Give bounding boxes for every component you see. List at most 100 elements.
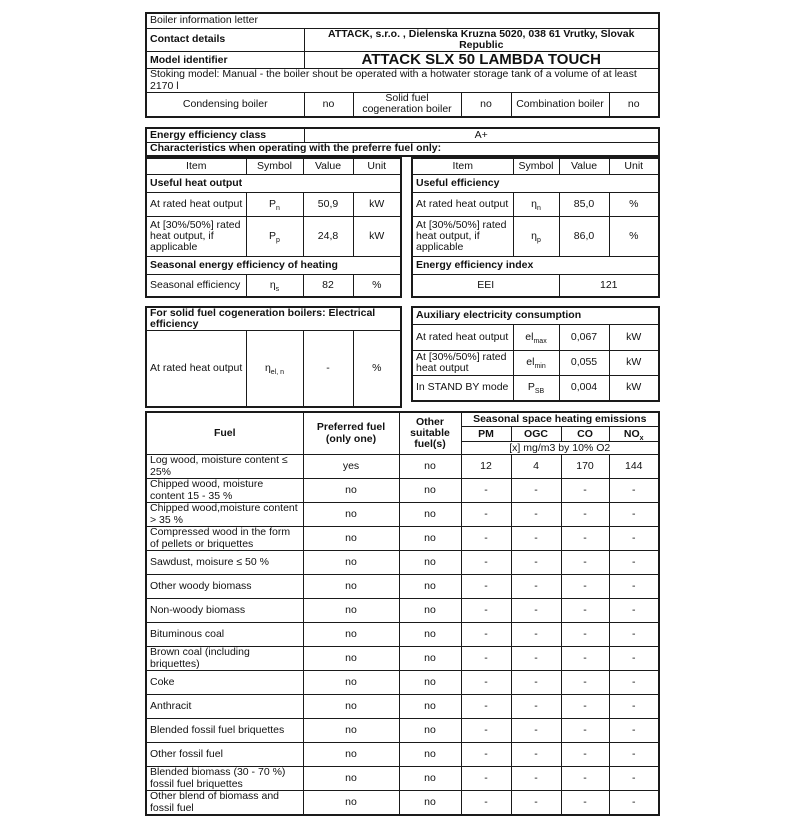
fuel-cell-ogc: - [510,622,562,648]
fuel-cell-pm: - [460,478,512,504]
top-info-table: Boiler information letter Contact detail… [145,12,660,118]
eei-label: EEI [411,274,560,298]
fuel-cell-other: no [398,790,462,816]
fuel-table: Fuel Preferred fuel (only one) Other sui… [145,410,661,816]
fuel-cell-ogc: - [510,574,562,600]
combination-boiler-label: Combination boiler [510,91,610,118]
section-title-auxiliary: Auxiliary electricity consumption [411,306,660,326]
col-header-symbol: Symbol [245,157,304,176]
col-header-unit: Unit [608,157,660,176]
row-symbol: PSB [512,375,560,402]
fuel-cell-ogc: - [510,694,562,720]
row-item: At [30%/50%] rated heat output, if appli… [145,216,247,258]
section-title-electrical: For solid fuel cogeneration boilers: Ele… [145,306,402,332]
section-title-seasonal: Seasonal energy efficiency of heating [145,256,402,276]
fuel-cell-pm: 12 [460,454,512,480]
fuel-cell-nox: - [608,742,660,768]
fuel-col-header: Fuel [145,411,304,456]
fuel-cell-ogc: - [510,742,562,768]
col-header-unit: Unit [352,157,402,176]
energy-efficiency-class-label: Energy efficiency class [145,127,305,144]
preferred-fuel-col-header: Preferred fuel (only one) [302,411,400,456]
fuel-cell-preferred: no [302,646,400,672]
fuel-row: Sawdust, moisure ≤ 50 % no no - - - - [145,550,660,576]
fuel-cell-preferred: no [302,598,400,624]
row-value: 0,055 [558,350,610,377]
fuel-cell-fuel: Anthracit [145,694,304,720]
fuel-cell-pm: - [460,766,512,792]
fuel-cell-nox: - [608,718,660,744]
fuel-row: Compressed wood in the form of pellets o… [145,526,660,552]
row-unit: kW [608,375,660,402]
fuel-cell-ogc: - [510,598,562,624]
section-title-useful-heat-output: Useful heat output [145,174,402,194]
row-symbol: elmax [512,324,560,352]
fuel-cell-co: - [560,502,610,528]
fuel-row: Other fossil fuel no no - - - - [145,742,660,768]
fuel-row: Log wood, moisture content ≤ 25% yes no 12 4… [145,454,660,480]
fuel-cell-ogc: - [510,526,562,552]
condensing-boiler-value: no [303,91,354,118]
fuel-cell-nox: 144 [608,454,660,480]
row-symbol: ηel, n [245,330,304,408]
fuel-cell-other: no [398,766,462,792]
fuel-cell-preferred: no [302,550,400,576]
row-unit: kW [352,192,402,218]
row-item: Seasonal efficiency [145,274,247,298]
fuel-cell-nox: - [608,574,660,600]
row-value: 86,0 [558,216,610,258]
fuel-cell-fuel: Coke [145,670,304,696]
row-symbol: ηn [512,192,560,218]
fuel-row: Non-woody biomass no no - - - - [145,598,660,624]
fuel-cell-other: no [398,574,462,600]
row-item: At [30%/50%] rated heat output [411,350,514,377]
other-fuel-col-header: Other suitable fuel(s) [398,411,462,456]
fuel-cell-ogc: - [510,718,562,744]
fuel-cell-pm: - [460,502,512,528]
fuel-cell-pm: - [460,646,512,672]
cogeneration-boiler-label: Solid fuel cogeneration boiler [352,91,462,118]
fuel-cell-ogc: - [510,670,562,696]
fuel-cell-fuel: Non-woody biomass [145,598,304,624]
row-symbol: ηp [512,216,560,258]
fuel-cell-fuel: Brown coal (including briquettes) [145,646,304,672]
row-unit: % [608,192,660,218]
characteristics-note: Characteristics when operating with the … [145,142,660,157]
col-header-symbol: Symbol [512,157,560,176]
fuel-cell-nox: - [608,550,660,576]
fuel-row: Blended fossil fuel briquettes no no - - - - [145,718,660,744]
section-title-eei: Energy efficiency index [411,256,660,276]
row-value: 0,004 [558,375,610,402]
fuel-cell-fuel: Bituminous coal [145,622,304,648]
fuel-cell-ogc: - [510,478,562,504]
boiler-information-letter-document: Boiler information letter Contact detail… [145,12,661,816]
model-identifier-value: ATTACK SLX 50 LAMBDA TOUCH [303,51,660,70]
row-unit: % [608,216,660,258]
fuel-cell-preferred: no [302,742,400,768]
col-header-item: Item [145,157,247,176]
characteristics-section: Item Symbol Value Unit Useful heat outpu… [145,156,661,408]
fuel-cell-other: no [398,622,462,648]
fuel-row: Other blend of biomass and fossil fuel no… [145,790,660,816]
eei-value: 121 [558,274,660,298]
fuel-cell-pm: - [460,598,512,624]
fuel-cell-preferred: no [302,694,400,720]
row-symbol: ηs [245,274,304,298]
fuel-cell-preferred: no [302,622,400,648]
energy-efficiency-class-value: A+ [303,127,660,144]
stoking-model-note: Stoking model: Manual - the boiler shout… [145,68,660,93]
fuel-cell-nox: - [608,766,660,792]
row-symbol: Pn [245,192,304,218]
row-value: 24,8 [302,216,354,258]
fuel-cell-ogc: - [510,646,562,672]
fuel-cell-preferred: no [302,502,400,528]
row-value: 85,0 [558,192,610,218]
fuel-cell-co: - [560,550,610,576]
row-symbol: Pp [245,216,304,258]
electrical-efficiency-table: For solid fuel cogeneration boilers: Ele… [145,305,403,408]
fuel-cell-preferred: no [302,790,400,816]
cogeneration-boiler-value: no [460,91,512,118]
fuel-cell-nox: - [608,694,660,720]
row-unit: kW [608,350,660,377]
fuel-cell-co: - [560,622,610,648]
